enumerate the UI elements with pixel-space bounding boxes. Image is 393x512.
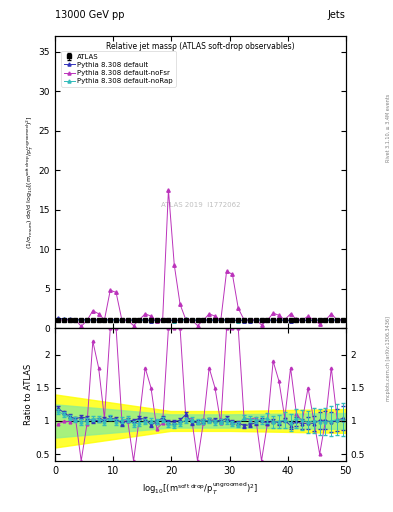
X-axis label: log$_{10}$[(m$^{\rm soft\ drop}$/p$_T^{\rm ungroomed}$)$^2$]: log$_{10}$[(m$^{\rm soft\ drop}$/p$_T^{\… [142,481,259,498]
Text: Relative jet massρ (ATLAS soft-drop observables): Relative jet massρ (ATLAS soft-drop obse… [106,41,295,51]
Text: ATLAS 2019  I1772062: ATLAS 2019 I1772062 [161,202,240,208]
Text: 13000 GeV pp: 13000 GeV pp [55,10,125,20]
Text: Jets: Jets [328,10,346,20]
Text: mcplots.cern.ch [arXiv:1306.3436]: mcplots.cern.ch [arXiv:1306.3436] [386,316,391,401]
Y-axis label: (1/σ$_{\rm resum}$) dσ/d log$_{10}$[(m$^{\rm soft\ drop}$/p$_T^{\rm ungroomed}$): (1/σ$_{\rm resum}$) dσ/d log$_{10}$[(m$^… [24,115,36,249]
Text: Rivet 3.1.10, ≥ 3.4M events: Rivet 3.1.10, ≥ 3.4M events [386,94,391,162]
Y-axis label: Ratio to ATLAS: Ratio to ATLAS [24,364,33,425]
Legend: ATLAS, Pythia 8.308 default, Pythia 8.308 default-noFsr, Pythia 8.308 default-no: ATLAS, Pythia 8.308 default, Pythia 8.30… [61,51,176,87]
